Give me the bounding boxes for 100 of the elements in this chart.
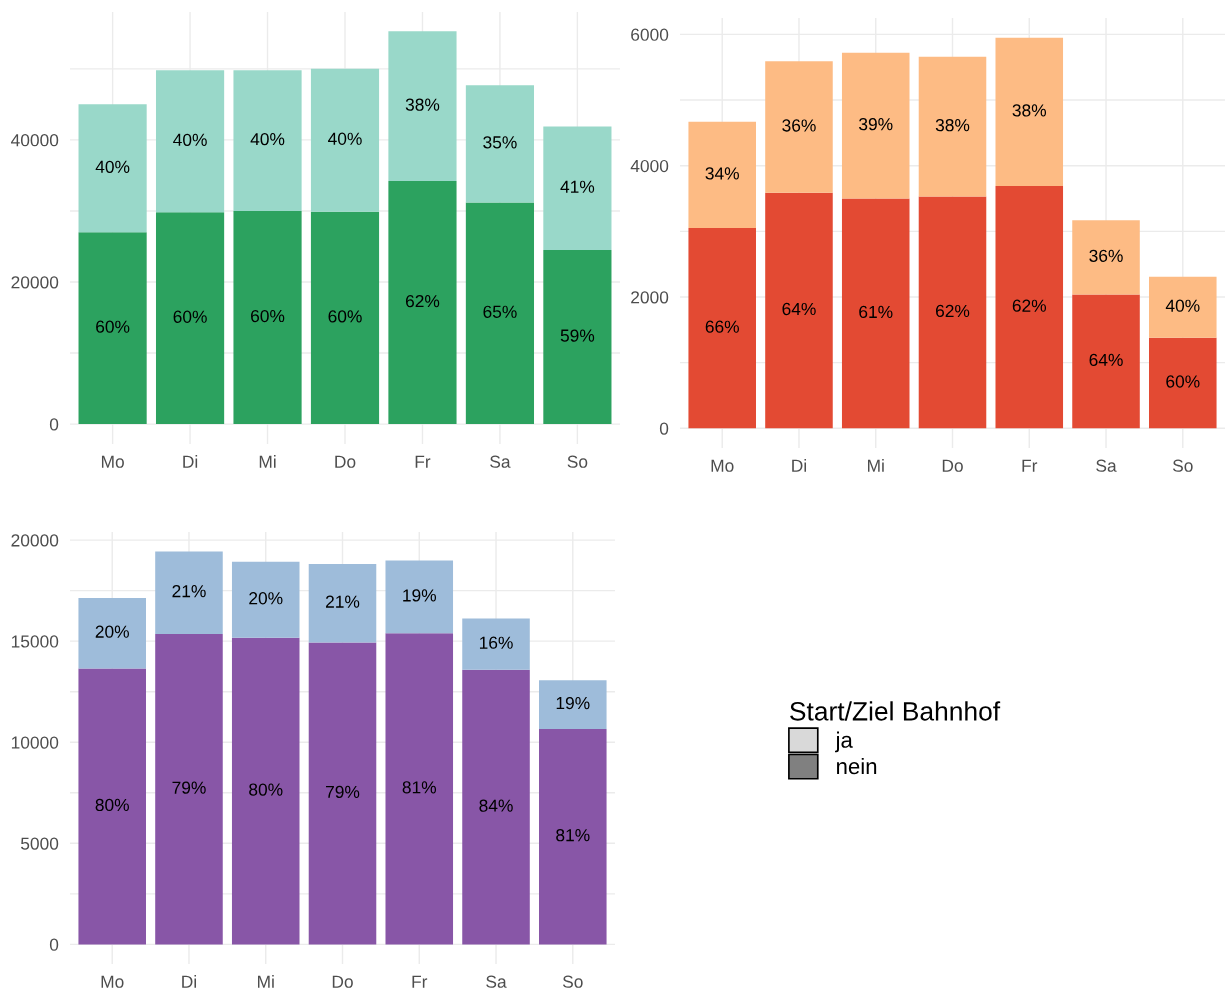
bar bbox=[1149, 337, 1217, 429]
annotation: 84% bbox=[479, 799, 513, 812]
x-tick-label: Mo bbox=[101, 975, 124, 988]
y-tick-label: 5000 bbox=[20, 837, 59, 850]
x-tick-label: Mo bbox=[101, 455, 124, 468]
bar bbox=[155, 70, 225, 213]
x-tick-label: Sa bbox=[486, 975, 507, 988]
annotation: 20% bbox=[249, 592, 283, 605]
y-tick-label: 2000 bbox=[631, 291, 669, 304]
annotation: 34% bbox=[705, 167, 739, 180]
x-tick-label: Fr bbox=[1022, 459, 1038, 472]
bar bbox=[765, 61, 833, 193]
x-tick-label: Sa bbox=[1096, 459, 1117, 472]
bar bbox=[385, 633, 454, 945]
y-tick-label: 20000 bbox=[11, 276, 59, 289]
annotation: 60% bbox=[251, 309, 285, 323]
bar bbox=[539, 728, 607, 945]
x-tick-label: Mi bbox=[868, 459, 884, 472]
y-tick-label: 20000 bbox=[11, 534, 59, 547]
bar bbox=[462, 618, 530, 670]
bar bbox=[231, 561, 300, 638]
bar bbox=[1072, 220, 1140, 295]
annotation: 66% bbox=[705, 320, 739, 333]
annotation: 64% bbox=[782, 302, 816, 316]
x-tick-label: Fr bbox=[412, 975, 428, 988]
bar bbox=[841, 198, 910, 429]
annotation: 60% bbox=[328, 310, 362, 323]
x-tick-label: So bbox=[562, 975, 583, 988]
bar bbox=[388, 31, 457, 182]
annotation: 16% bbox=[479, 636, 513, 649]
annotation: 21% bbox=[326, 595, 360, 608]
annotation: 62% bbox=[405, 294, 440, 308]
x-tick-label: Mi bbox=[259, 455, 276, 468]
annotation: 21% bbox=[172, 585, 206, 598]
annotation: 40% bbox=[328, 132, 362, 145]
x-tick-label: So bbox=[567, 455, 588, 468]
x-tick-label: Sa bbox=[490, 455, 511, 468]
bar bbox=[462, 669, 530, 945]
bar bbox=[233, 210, 302, 425]
bar bbox=[155, 551, 223, 634]
annotation: 40% bbox=[250, 132, 285, 146]
bar bbox=[995, 186, 1064, 429]
annotation: 38% bbox=[935, 119, 970, 132]
annotation: 36% bbox=[1089, 249, 1123, 262]
bar bbox=[233, 70, 302, 211]
y-tick-label: 40000 bbox=[11, 134, 59, 147]
bar bbox=[310, 68, 380, 212]
legend-title: Start/Ziel Bahnhof bbox=[790, 701, 1001, 721]
x-tick-label: So bbox=[1172, 459, 1193, 472]
y-tick-label: 6000 bbox=[631, 28, 669, 41]
annotation: 38% bbox=[405, 98, 440, 111]
bar bbox=[388, 181, 457, 425]
x-tick-label: Di bbox=[792, 459, 807, 472]
bar bbox=[155, 633, 223, 945]
bar bbox=[543, 250, 612, 425]
bar bbox=[688, 228, 756, 429]
y-tick-label: 4000 bbox=[630, 159, 669, 173]
annotation: 19% bbox=[403, 589, 437, 602]
annotation: 61% bbox=[859, 305, 893, 319]
bar bbox=[310, 211, 380, 425]
y-tick-label: 0 bbox=[49, 418, 59, 431]
bar bbox=[465, 85, 535, 203]
annotation: 64% bbox=[1089, 353, 1123, 366]
bar bbox=[539, 680, 607, 729]
annotation: 35% bbox=[483, 136, 517, 149]
annotation: 20% bbox=[95, 625, 129, 638]
bar bbox=[231, 637, 300, 945]
y-tick-label: 10000 bbox=[11, 736, 59, 749]
bar bbox=[465, 202, 535, 425]
annotation: 40% bbox=[173, 133, 207, 146]
bar bbox=[78, 232, 147, 425]
annotation: 38% bbox=[1012, 104, 1047, 117]
annotation: 80% bbox=[95, 798, 129, 812]
annotation: 62% bbox=[936, 304, 970, 318]
annotation: 65% bbox=[483, 305, 517, 318]
annotation: 62% bbox=[1012, 299, 1047, 312]
y-tick-label: 15000 bbox=[11, 635, 59, 648]
y-tick-label: 0 bbox=[49, 938, 59, 951]
annotation: 80% bbox=[249, 783, 283, 796]
legend-label: nein bbox=[837, 757, 877, 775]
legend-label: ja bbox=[835, 731, 853, 753]
x-tick-label: Mo bbox=[711, 459, 734, 472]
x-tick-label: Mi bbox=[258, 975, 274, 988]
bar bbox=[308, 563, 377, 643]
bar bbox=[78, 668, 146, 945]
annotation: 79% bbox=[326, 785, 360, 799]
x-tick-label: Do bbox=[332, 975, 353, 988]
x-tick-label: Fr bbox=[415, 455, 431, 468]
bar bbox=[1149, 276, 1217, 338]
x-tick-label: Di bbox=[183, 455, 198, 468]
annotation: 36% bbox=[782, 119, 816, 132]
annotation: 40% bbox=[95, 160, 130, 173]
bar bbox=[385, 560, 454, 634]
bar bbox=[78, 104, 147, 233]
y-tick-label: 0 bbox=[659, 422, 669, 435]
annotation: 59% bbox=[560, 329, 595, 342]
bar bbox=[918, 56, 987, 197]
bar bbox=[543, 126, 612, 251]
x-tick-label: Di bbox=[182, 975, 197, 988]
bar bbox=[308, 642, 377, 945]
